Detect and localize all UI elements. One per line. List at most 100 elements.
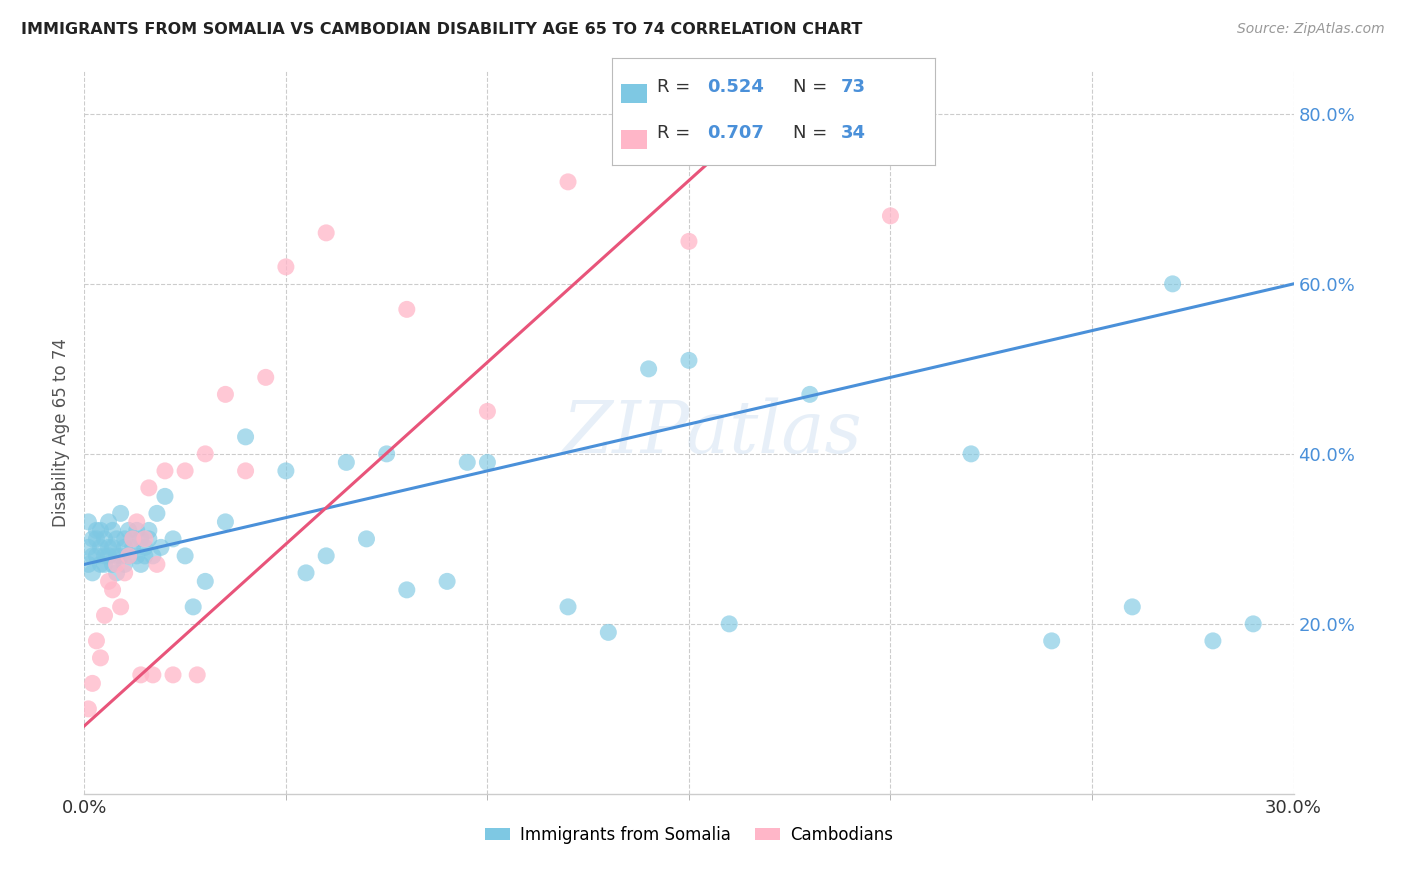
Point [375,447,398,461]
Point [235,430,257,444]
Text: 0.707: 0.707 [707,124,763,142]
Point [678,235,700,249]
Bar [621,129,647,149]
Point [125,549,148,563]
Point [129,668,152,682]
Y-axis label: Disability Age 65 to 74: Disability Age 65 to 74 [52,338,70,527]
Text: 0.524: 0.524 [707,78,763,95]
Point [315,226,337,240]
Point [89,541,111,555]
Legend: Immigrants from Somalia, Cambodians: Immigrants from Somalia, Cambodians [478,819,900,851]
Point [960,447,983,461]
Point [138,532,160,546]
Point [93,532,115,546]
Point [1202,633,1225,648]
Point [138,524,160,538]
Point [678,353,700,368]
Text: N =: N = [793,124,832,142]
Point [82,566,104,580]
Point [97,549,120,563]
Point [77,558,100,572]
Point [395,302,418,317]
Point [82,549,104,563]
Point [181,599,204,614]
Point [598,625,620,640]
Point [89,651,111,665]
Point [162,532,184,546]
Point [214,387,236,401]
Point [105,558,128,572]
Point [879,209,901,223]
Point [89,524,111,538]
Point [134,541,156,555]
Point [105,566,128,580]
Point [97,541,120,555]
Point [121,541,143,555]
Point [89,558,111,572]
Point [477,455,499,469]
Point [356,532,378,546]
Point [86,549,108,563]
Point [235,464,257,478]
Text: Source: ZipAtlas.com: Source: ZipAtlas.com [1237,22,1385,37]
Point [557,599,579,614]
Point [121,532,143,546]
Point [114,541,136,555]
Text: 73: 73 [841,78,866,95]
Point [101,524,124,538]
Point [174,464,197,478]
Point [138,481,160,495]
Point [637,362,659,376]
Point [86,524,108,538]
Point [456,455,478,469]
Point [134,549,156,563]
Point [1121,599,1143,614]
Point [146,507,169,521]
Point [93,549,115,563]
Point [274,260,297,274]
Point [101,541,124,555]
Point [477,404,499,418]
Point [118,549,141,563]
Point [295,566,318,580]
Point [162,668,184,682]
Point [186,668,208,682]
Point [799,387,821,401]
Point [315,549,337,563]
Point [110,549,132,563]
Point [335,455,357,469]
Point [129,558,152,572]
Point [93,558,115,572]
Point [114,532,136,546]
Point [82,676,104,690]
Point [97,574,120,589]
Point [718,616,741,631]
Text: N =: N = [793,78,832,95]
Point [86,633,108,648]
Point [274,464,297,478]
Point [86,532,108,546]
Point [254,370,277,384]
Text: IMMIGRANTS FROM SOMALIA VS CAMBODIAN DISABILITY AGE 65 TO 74 CORRELATION CHART: IMMIGRANTS FROM SOMALIA VS CAMBODIAN DIS… [21,22,862,37]
Point [125,515,148,529]
Point [101,558,124,572]
Point [134,532,156,546]
Point [142,549,165,563]
Point [118,524,141,538]
Text: R =: R = [657,124,696,142]
Point [799,149,821,163]
Point [1040,633,1063,648]
Point [77,702,100,716]
Point [149,541,172,555]
Point [395,582,418,597]
Point [121,532,143,546]
Point [214,515,236,529]
Text: R =: R = [657,78,696,95]
Point [153,464,176,478]
Point [93,608,115,623]
Text: 34: 34 [841,124,866,142]
Point [174,549,197,563]
Point [82,532,104,546]
Point [77,515,100,529]
Point [1241,616,1264,631]
